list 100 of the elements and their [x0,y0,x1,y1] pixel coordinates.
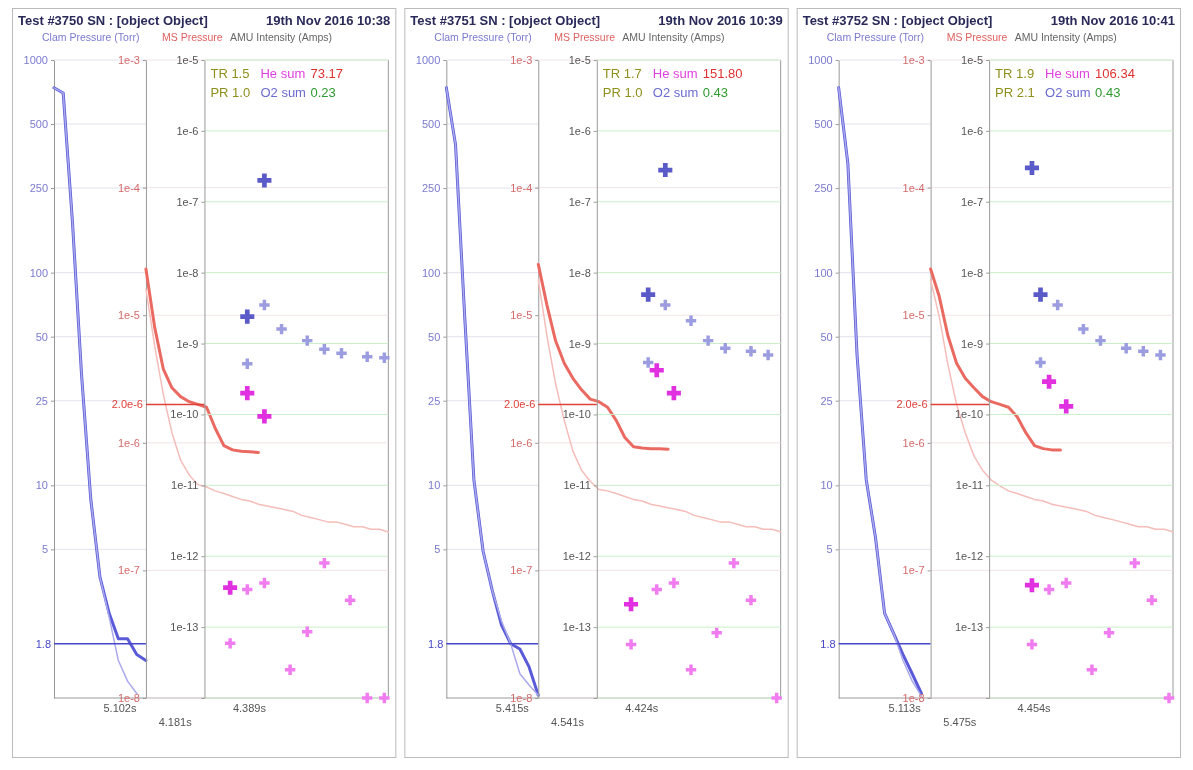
y-axis-title: Clam Pressure (Torr) [434,31,532,43]
y-tick-label: 1e-3 [117,54,140,67]
y-tick-label: 1e-7 [510,564,533,577]
y-tick-label: 1e-9 [961,337,984,350]
y-tick-label: 1e-6 [117,436,140,449]
y-tick-label: 25 [820,394,833,407]
y-tick-label: 1e-5 [568,54,591,67]
y-tick-label: 100 [29,266,48,279]
y-tick-label: 5 [434,543,441,556]
y-axis-title: Clam Pressure (Torr) [42,31,140,43]
y-tick-label: 1e-8 [902,692,925,705]
chart-title: 19th Nov 2016 10:39 [658,13,783,28]
y-tick-label: 1e-5 [510,309,533,322]
y-tick-label: 250 [421,182,441,195]
text: 5.475s [943,716,977,728]
y-tick-label: 1e-4 [902,181,925,194]
annotation: He sum [652,66,698,81]
y-tick-label: 5 [826,543,833,556]
text: 5.113s [888,702,922,714]
annotation: PR 2.1 [995,85,1035,100]
y-tick-label: 1e-7 [902,564,925,577]
y-tick-label: 1e-10 [170,408,199,421]
y-tick-label: 1e-8 [176,266,199,279]
y-tick-label: 25 [35,394,48,407]
y-tick-label: 1e-8 [117,692,140,705]
y-tick-label: 1e-10 [954,408,984,421]
y-axis-title: AMU Intensity (Amps) [230,31,333,43]
text: 5.415s [495,702,530,714]
y-tick-label: 1e-7 [961,195,984,208]
y-tick-label: 1000 [415,54,441,67]
y-tick-label: 1e-6 [961,124,984,137]
y-tick-label: 10 [35,479,48,492]
y-tick-label: 100 [421,266,441,279]
chart-title: Test #3750 SN : [object Object] [18,13,208,28]
y-tick-label: 1e-5 [961,54,984,67]
ref-line-label: 2.0e-6 [504,398,536,411]
y-axis-title: MS Pressure [162,31,223,43]
y-tick-label: 1e-12 [954,550,984,563]
y-tick-label: 500 [29,118,48,131]
text: 4.424s [625,702,659,714]
y-tick-label: 1e-5 [176,54,199,67]
text: 5.102s [103,702,137,714]
annotation: 106.34 [1095,66,1135,81]
y-tick-label: 5 [41,543,48,556]
y-tick-label: 1e-12 [562,550,591,563]
ref-line-label: 2.0e-6 [896,398,928,411]
y-tick-label: 1e-6 [510,436,533,449]
chart-title: Test #3751 SN : [object Object] [410,13,601,28]
y-tick-label: 1000 [808,54,833,67]
y-tick-label: 1e-8 [568,266,591,279]
y-tick-label: 1e-7 [568,195,591,208]
y-tick-label: 50 [35,330,48,343]
annotation: O2 sum [260,85,306,100]
y-tick-label: 100 [814,266,833,279]
text: 4.541s [551,716,585,728]
y-tick-label: 25 [428,394,441,407]
y-tick-label: 1e-4 [117,181,140,194]
y-tick-label: 1e-9 [568,337,591,350]
y-axis-title: AMU Intensity (Amps) [1014,31,1117,43]
annotation: 73.17 [310,66,343,81]
text: 4.454s [1017,702,1052,714]
y-tick-label: 50 [820,330,833,343]
y-tick-label: 1e-6 [568,124,591,137]
annotation: He sum [1045,66,1090,81]
y-axis-title: MS Pressure [946,31,1008,43]
text: 4.181s [158,716,193,728]
y-tick-label: 1e-6 [176,124,199,137]
y-tick-label: 500 [421,118,441,131]
y-tick-label: 500 [814,118,833,131]
y-tick-label: 1e-5 [902,309,925,322]
y-tick-label: 1e-3 [902,54,925,67]
y-tick-label: 1e-3 [510,54,533,67]
annotation: TR 1.5 [210,66,250,81]
y-tick-label: 1e-11 [955,479,984,492]
annotation: 0.23 [310,85,336,100]
ref-line-label: 2.0e-6 [111,398,143,411]
annotation: PR 1.0 [602,85,643,100]
y-tick-label: 1e-13 [954,621,984,634]
y-tick-label: 1e-13 [562,621,591,634]
ref-line-label: 1.8 [35,637,51,650]
annotation: 0.43 [1095,85,1121,100]
annotation: PR 1.0 [210,85,251,100]
annotation: He sum [260,66,306,81]
ref-line-label: 1.8 [428,637,444,650]
annotation: 0.43 [702,85,729,100]
chart-title: Test #3752 SN : [object Object] [802,13,993,28]
y-tick-label: 1e-9 [176,337,199,350]
y-tick-label: 1e-12 [170,550,199,563]
y-tick-label: 1e-11 [171,479,199,492]
y-tick-label: 1e-6 [902,436,925,449]
annotation: TR 1.7 [602,66,642,81]
y-tick-label: 1e-8 [510,692,533,705]
y-tick-label: 1e-8 [961,266,984,279]
y-tick-label: 1e-10 [562,408,591,421]
annotation: O2 sum [1045,85,1091,100]
y-tick-label: 1e-7 [117,564,140,577]
y-tick-label: 1000 [23,54,48,67]
y-tick-label: 50 [428,330,441,343]
annotation: O2 sum [652,85,699,100]
y-tick-label: 1e-5 [117,309,140,322]
